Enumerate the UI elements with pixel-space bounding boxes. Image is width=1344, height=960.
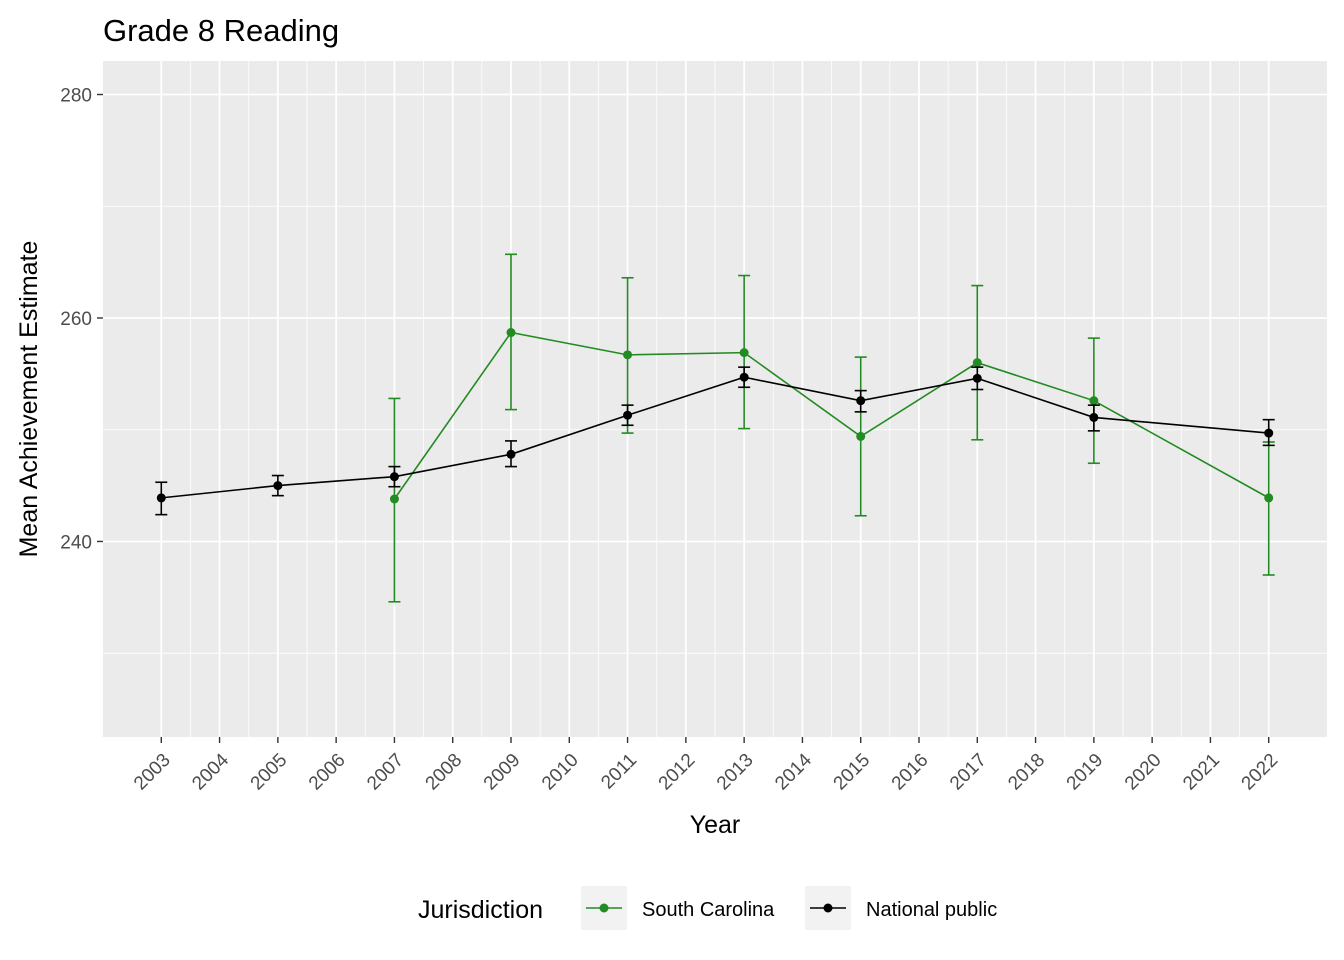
x-tick-label: 2004: [188, 749, 233, 794]
x-tick-label: 2007: [363, 750, 408, 795]
x-tick-label: 2010: [538, 750, 583, 795]
data-point: [972, 373, 982, 383]
x-axis-title: Year: [690, 811, 741, 839]
y-axis: 240 260 280: [60, 86, 103, 553]
data-point: [1089, 412, 1099, 422]
x-tick-label: 2021: [1179, 750, 1224, 795]
data-point: [623, 350, 633, 360]
data-point: [389, 472, 399, 482]
x-tick-label: 2015: [830, 750, 875, 795]
legend-label: South Carolina: [642, 899, 775, 921]
x-axis: 2003 2004 2005 2006 2007 2008 2009 2010 2011 2012…: [130, 737, 1282, 794]
x-tick-label: 2003: [130, 750, 175, 795]
series-layer: [155, 253, 1275, 603]
data-point: [623, 410, 633, 420]
data-point: [1264, 493, 1274, 503]
x-tick-label: 2008: [422, 750, 467, 795]
chart-title: Grade 8 Reading: [103, 13, 339, 48]
y-tick-label: 280: [60, 86, 92, 107]
x-tick-label: 2005: [247, 750, 292, 795]
x-tick-label: 2018: [1004, 750, 1049, 795]
data-point: [856, 431, 866, 441]
data-point: [972, 358, 982, 368]
series-national-public: [155, 366, 1275, 516]
x-tick-label: 2013: [713, 750, 758, 795]
x-tick-label: 2016: [888, 750, 933, 795]
x-tick-label: 2020: [1121, 750, 1166, 795]
data-point: [739, 348, 749, 358]
x-tick-label: 2017: [946, 750, 991, 795]
legend: Jurisdiction South Carolina National publ…: [418, 886, 997, 930]
legend-item: South Carolina: [581, 886, 775, 930]
y-tick-label: 260: [60, 309, 92, 330]
legend-key-point: [823, 903, 833, 913]
data-point: [389, 494, 399, 504]
major-gridlines: [103, 61, 1327, 737]
legend-item: National public: [805, 886, 997, 930]
x-tick-label: 2022: [1238, 750, 1283, 795]
y-tick-label: 240: [60, 532, 92, 553]
x-tick-label: 2019: [1063, 750, 1108, 795]
series-line: [393, 331, 1270, 500]
data-point: [156, 493, 166, 503]
data-point: [856, 396, 866, 406]
y-axis-title: Mean Achievement Estimate: [15, 241, 43, 558]
series-line: [161, 376, 1269, 499]
series-south-carolina: [388, 253, 1275, 603]
data-point: [273, 481, 283, 491]
x-tick-label: 2009: [480, 750, 525, 795]
data-point: [506, 449, 516, 459]
x-tick-label: 2006: [305, 750, 350, 795]
x-tick-label: 2012: [655, 750, 700, 795]
data-point: [1089, 396, 1099, 406]
x-tick-label: 2014: [771, 749, 816, 794]
x-tick-label: 2011: [597, 750, 641, 794]
legend-key-point: [599, 903, 609, 913]
legend-title: Jurisdiction: [418, 896, 543, 924]
data-point: [1264, 428, 1274, 438]
legend-label: National public: [866, 899, 997, 921]
minor-gridlines: [103, 61, 1327, 737]
data-point: [739, 372, 749, 382]
legend-items: South Carolina National public: [581, 886, 997, 930]
data-point: [506, 328, 516, 338]
